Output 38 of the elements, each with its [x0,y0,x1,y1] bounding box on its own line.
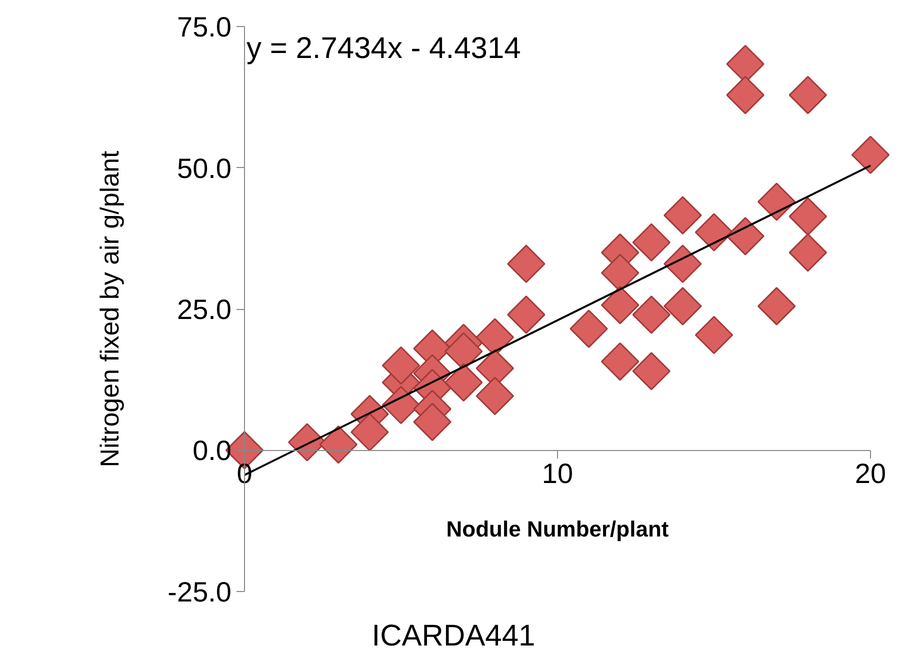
point [757,182,796,221]
annotation: y = 2.7434x - 4.4314 [246,32,521,66]
point [350,412,389,452]
point [476,376,514,416]
point [788,76,828,114]
point [664,244,702,283]
point [726,76,764,114]
y-tick-label: 75.0 [177,12,232,43]
point [694,316,734,354]
point [788,233,828,272]
point [726,217,764,256]
point [600,286,640,324]
y-axis-title: Nitrogen fixed by air g/plant [94,150,125,468]
point [788,197,828,236]
point [444,363,483,402]
point [382,346,420,385]
y-tick-label: 25.0 [177,294,232,326]
point [570,310,608,348]
point [413,402,452,442]
point [632,223,671,262]
point [507,296,546,334]
y-tick-label: 50.0 [177,152,232,184]
y-tick-label: -25.0 [168,576,232,608]
x-tick-label: 20 [854,458,886,490]
point [507,244,546,283]
point [319,425,358,464]
y-tick-label: 0.0 [192,435,232,466]
point [632,352,671,390]
point [664,287,702,326]
x-axis-title: Nodule Number/plant [446,516,670,542]
point [757,287,796,326]
point [600,342,640,381]
point [694,213,734,252]
point [851,136,890,174]
text: ICARDA441 [372,620,536,652]
x-tick-label: 10 [542,458,574,490]
point [664,196,702,234]
point [632,296,671,334]
